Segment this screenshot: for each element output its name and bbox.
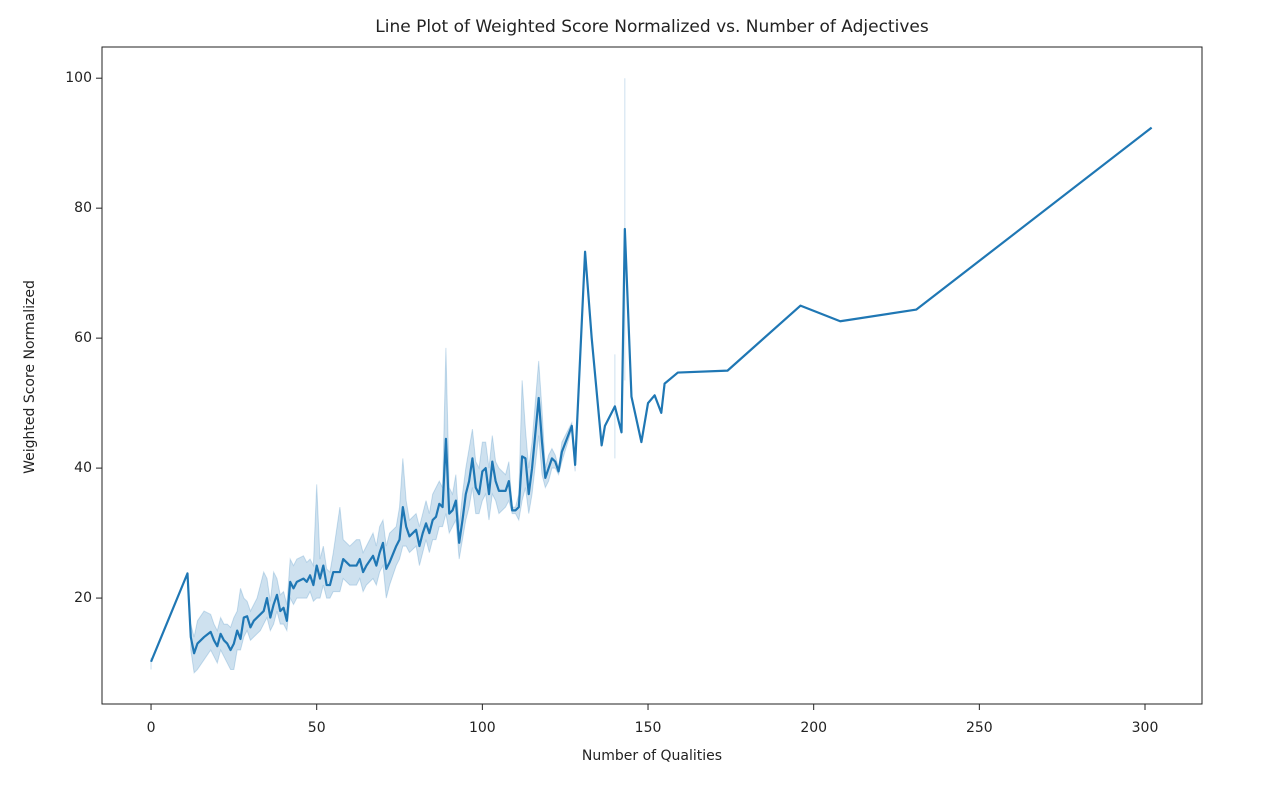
- confidence-band: [190, 347, 576, 674]
- x-tick-label: 50: [308, 720, 326, 736]
- y-tick-label: 60: [74, 330, 92, 346]
- x-tick-label: 100: [469, 720, 496, 736]
- line: [150, 126, 1153, 663]
- plot-frame: [101, 46, 1203, 705]
- x-tick-label: 250: [966, 720, 993, 736]
- chart-title: Line Plot of Weighted Score Normalized v…: [375, 17, 929, 37]
- x-tick-label: 200: [800, 720, 827, 736]
- x-tick-label: 0: [147, 720, 156, 736]
- y-tick-label: 40: [74, 460, 92, 476]
- x-tick-label: 300: [1132, 720, 1159, 736]
- x-axis-label: Number of Qualities: [582, 748, 722, 764]
- y-tick-label: 80: [74, 200, 92, 216]
- y-tick-label: 20: [74, 590, 92, 606]
- y-tick-label: 100: [65, 70, 92, 86]
- x-tick-label: 150: [635, 720, 662, 736]
- y-axis-label: Weighted Score Normalized: [22, 280, 38, 474]
